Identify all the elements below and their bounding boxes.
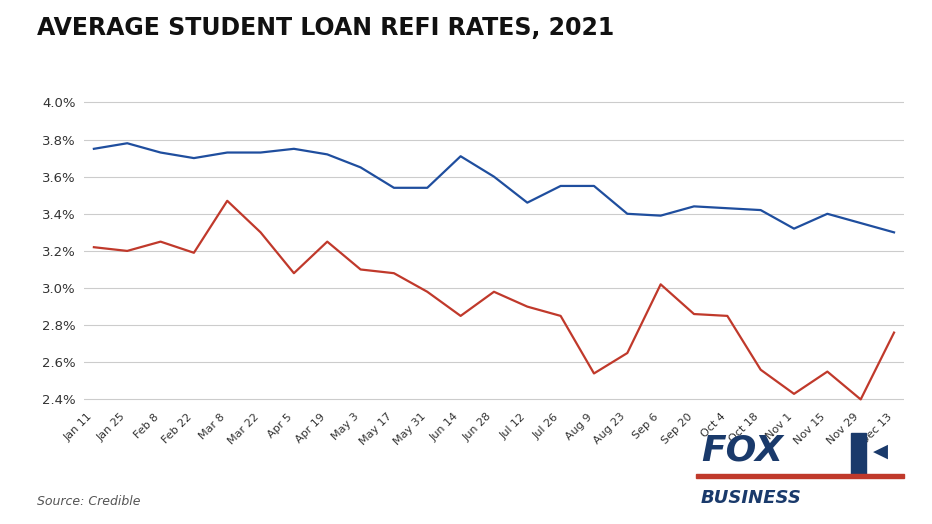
Text: AVERAGE STUDENT LOAN REFI RATES, 2021: AVERAGE STUDENT LOAN REFI RATES, 2021	[37, 16, 614, 40]
Bar	[851, 433, 867, 474]
Text: BUSINESS: BUSINESS	[701, 489, 802, 507]
Legend: 10-year fixed rate, 5-year variable rate: 10-year fixed rate, 5-year variable rate	[235, 520, 589, 524]
Text: Source: Credible: Source: Credible	[37, 495, 141, 508]
Text: ◀: ◀	[873, 441, 888, 461]
Text: FOX: FOX	[701, 434, 783, 468]
Bar	[696, 474, 904, 478]
